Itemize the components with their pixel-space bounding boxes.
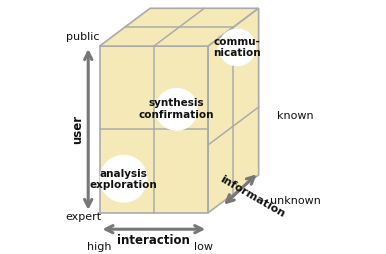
Text: low: low — [194, 242, 213, 252]
Text: expert: expert — [65, 212, 101, 221]
Circle shape — [155, 88, 198, 131]
Text: exploration: exploration — [90, 180, 157, 189]
Text: unknown: unknown — [270, 196, 321, 207]
Text: public: public — [66, 32, 100, 42]
Text: information: information — [218, 174, 286, 219]
Text: commu-: commu- — [214, 37, 261, 47]
Text: known: known — [277, 110, 313, 121]
Text: nication: nication — [213, 48, 261, 58]
Text: high: high — [87, 242, 112, 252]
Circle shape — [100, 155, 147, 203]
Polygon shape — [100, 8, 259, 46]
Text: analysis: analysis — [100, 169, 147, 179]
Polygon shape — [100, 46, 208, 213]
Text: synthesis: synthesis — [149, 98, 205, 108]
Text: interaction: interaction — [117, 234, 190, 247]
Circle shape — [218, 28, 256, 66]
Text: confirmation: confirmation — [139, 110, 214, 120]
Text: user: user — [71, 115, 84, 144]
Polygon shape — [208, 8, 259, 213]
